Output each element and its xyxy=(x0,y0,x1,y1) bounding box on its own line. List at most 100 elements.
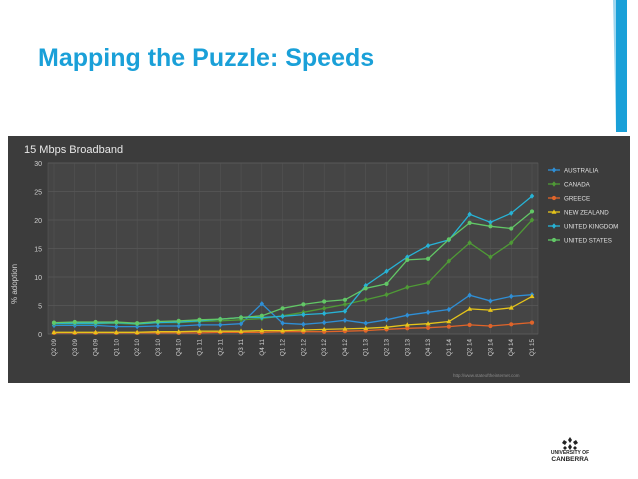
data-point xyxy=(384,268,389,274)
data-point xyxy=(342,308,348,314)
data-point xyxy=(425,242,431,249)
data-point xyxy=(196,328,202,333)
data-point xyxy=(384,291,389,298)
x-tick-label: Q3 14 xyxy=(487,339,494,357)
data-point xyxy=(93,319,98,325)
x-tick-label: Q3 10 xyxy=(155,339,162,357)
data-point xyxy=(176,323,181,329)
y-tick-label: 20 xyxy=(34,218,42,225)
data-point xyxy=(238,321,244,327)
data-point xyxy=(280,306,285,311)
legend-label: NEW ZEALAND xyxy=(564,210,609,217)
x-tick-label: Q1 14 xyxy=(446,339,453,357)
broadband-chart: 15 Mbps Broadband % adoption http://www.… xyxy=(10,144,618,378)
data-point xyxy=(155,319,161,324)
y-tick-label: 30 xyxy=(34,161,42,168)
data-point xyxy=(384,324,390,329)
data-point xyxy=(467,240,472,246)
data-point xyxy=(238,328,244,333)
slide-title: Mapping the Puzzle: Speeds xyxy=(38,44,375,72)
data-point xyxy=(446,306,452,313)
data-point xyxy=(529,193,535,199)
data-point xyxy=(259,327,265,333)
data-point xyxy=(488,323,493,329)
x-tick-label: Q2 10 xyxy=(134,339,141,357)
legend-label: GREECE xyxy=(564,196,590,203)
x-tick-label: Q3 09 xyxy=(72,339,79,357)
data-point xyxy=(446,237,451,242)
chart-source: http://www.stateoftheinternet.com xyxy=(453,373,520,378)
data-point xyxy=(238,315,244,320)
y-tick-label: 5 xyxy=(38,304,42,311)
series-line xyxy=(53,210,533,324)
data-point xyxy=(197,317,202,322)
data-point xyxy=(529,217,535,223)
data-point xyxy=(509,322,514,327)
x-tick-label: Q4 10 xyxy=(176,339,183,357)
data-point xyxy=(446,258,452,264)
data-point xyxy=(259,301,265,307)
data-point xyxy=(467,306,473,311)
chart-title: 15 Mbps Broadband xyxy=(24,144,123,156)
data-point xyxy=(197,322,202,328)
data-point xyxy=(488,219,493,225)
x-tick-label: Q2 13 xyxy=(384,339,391,357)
data-point xyxy=(384,281,389,286)
x-tick-label: Q1 11 xyxy=(196,339,203,356)
data-point xyxy=(487,307,493,312)
legend-swatch-marker xyxy=(551,237,557,243)
x-tick-label: Q4 12 xyxy=(342,339,349,357)
data-point xyxy=(321,310,327,317)
data-point xyxy=(342,301,348,308)
university-logo: UNIVERSITY OF CANBERRA xyxy=(549,437,591,463)
data-point xyxy=(342,297,348,302)
data-point xyxy=(72,329,78,335)
logo-line-2: CANBERRA xyxy=(551,456,589,463)
x-tick-label: Q2 12 xyxy=(300,339,307,357)
data-point xyxy=(280,313,285,320)
data-point xyxy=(467,322,472,327)
data-point xyxy=(93,329,99,335)
legend-swatch-marker xyxy=(551,223,557,229)
data-point xyxy=(405,257,410,262)
data-point xyxy=(488,298,493,304)
data-point xyxy=(529,293,535,299)
data-point xyxy=(72,319,77,325)
data-point xyxy=(342,326,348,331)
data-point xyxy=(134,329,140,335)
data-point xyxy=(508,305,514,310)
data-point xyxy=(488,254,493,260)
data-point xyxy=(405,326,410,331)
legend-label: UNITED STATES xyxy=(564,238,612,245)
data-point xyxy=(321,319,327,326)
x-tick-label: Q1 10 xyxy=(113,339,120,357)
x-tick-label: Q2 11 xyxy=(217,339,224,356)
x-tick-label: Q4 14 xyxy=(508,339,515,357)
x-tick-label: Q2 14 xyxy=(467,339,474,357)
data-point xyxy=(218,322,223,328)
data-point xyxy=(425,280,431,286)
data-point xyxy=(322,299,327,304)
data-point xyxy=(446,318,452,324)
data-point xyxy=(113,329,119,335)
x-tick-label: Q4 13 xyxy=(425,339,432,357)
y-tick-label: 25 xyxy=(34,190,42,197)
x-tick-label: Q2 09 xyxy=(51,339,58,357)
data-point xyxy=(218,317,223,322)
data-point xyxy=(425,325,431,330)
data-point xyxy=(51,320,57,325)
logo-line-1: UNIVERSITY OF xyxy=(550,450,590,456)
data-point xyxy=(114,319,119,325)
data-point xyxy=(301,302,306,307)
data-point xyxy=(301,311,306,318)
data-point xyxy=(155,323,161,329)
legend-swatch-marker xyxy=(551,167,557,173)
x-tick-label: Q3 12 xyxy=(321,339,328,357)
data-point xyxy=(363,286,368,291)
data-point xyxy=(446,324,451,329)
x-tick-label: Q3 13 xyxy=(404,339,411,357)
data-point xyxy=(176,318,181,323)
x-tick-label: Q3 11 xyxy=(238,339,245,356)
data-point xyxy=(51,329,57,335)
data-point xyxy=(509,293,514,300)
